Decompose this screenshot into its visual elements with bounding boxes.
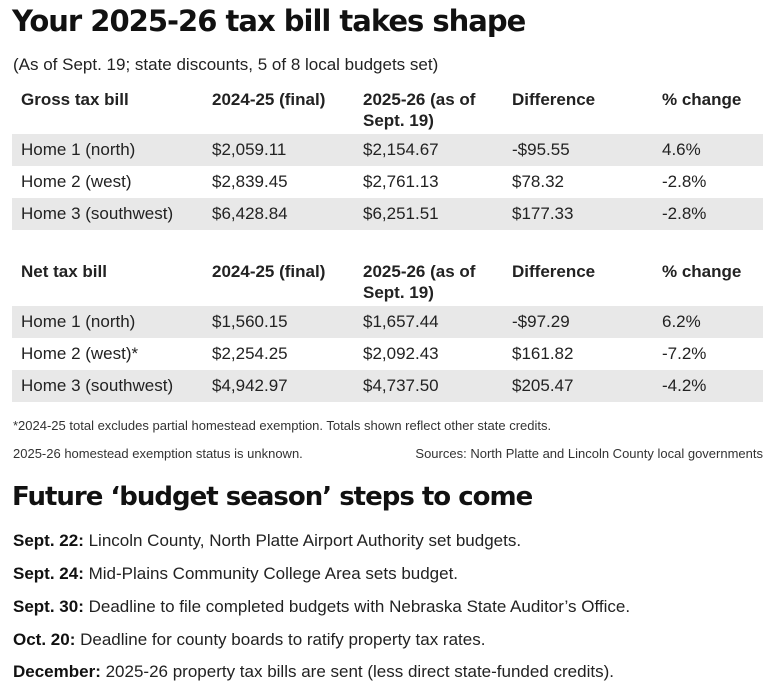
- table-cell: $1,560.15: [212, 312, 288, 331]
- table-cell: $4,737.50: [363, 376, 439, 395]
- table-row: Home 1 (north) $1,560.15 $1,657.44 -$97.…: [12, 306, 763, 338]
- table-cell: Home 1 (north): [21, 312, 136, 331]
- table-row: Home 1 (north) $2,059.11 $2,154.67 -$95.…: [12, 134, 763, 166]
- step-date: December:: [13, 662, 101, 681]
- net-table-header: Net tax bill 2024-25 (final) 2025-26 (as…: [12, 256, 763, 306]
- gross-table-header: Gross tax bill 2024-25 (final) 2025-26 (…: [12, 84, 763, 134]
- step-item: Sept. 22: Lincoln County, North Platte A…: [13, 531, 521, 551]
- footnote-homestead: *2024-25 total excludes partial homestea…: [13, 418, 552, 433]
- page-title: Your 2025-26 tax bill takes shape: [12, 4, 526, 38]
- table-cell: Home 3 (southwest): [21, 204, 174, 223]
- sources-credit: Sources: North Platte and Lincoln County…: [415, 446, 763, 461]
- step-date: Sept. 24:: [13, 564, 84, 583]
- table-cell: Home 1 (north): [21, 140, 136, 159]
- steps-heading: Future ‘budget season’ steps to come: [12, 482, 533, 512]
- table-cell: $2,761.13: [363, 172, 439, 191]
- column-header: 2025-26 (as of Sept. 19): [363, 90, 476, 130]
- table-row: Home 2 (west)* $2,254.25 $2,092.43 $161.…: [12, 338, 763, 370]
- table-cell: $161.82: [512, 344, 574, 363]
- step-item: Oct. 20: Deadline for county boards to r…: [13, 630, 485, 650]
- step-item: Sept. 24: Mid-Plains Community College A…: [13, 564, 458, 584]
- step-item: December: 2025-26 property tax bills are…: [13, 662, 614, 682]
- table-cell: -4.2%: [662, 376, 707, 395]
- table-cell: $177.33: [512, 204, 574, 223]
- column-header: 2024-25 (final): [212, 90, 326, 109]
- step-date: Oct. 20:: [13, 630, 76, 649]
- table-cell: $2,154.67: [363, 140, 439, 159]
- column-header: Gross tax bill: [21, 90, 129, 109]
- table-cell: Home 2 (west): [21, 172, 132, 191]
- table-cell: -7.2%: [662, 344, 707, 363]
- table-cell: -$97.29: [512, 312, 570, 331]
- table-cell: $2,839.45: [212, 172, 288, 191]
- column-header: Difference: [512, 90, 596, 109]
- step-text: Mid-Plains Community College Area sets b…: [83, 564, 459, 583]
- table-cell: 6.2%: [662, 312, 701, 331]
- column-header: 2024-25 (final): [212, 262, 326, 281]
- table-cell: -2.8%: [662, 172, 707, 191]
- step-text: Deadline for county boards to ratify pro…: [75, 630, 486, 649]
- step-text: Deadline to file completed budgets with …: [83, 597, 631, 616]
- table-row: Home 3 (southwest) $4,942.97 $4,737.50 $…: [12, 370, 763, 402]
- table-cell: $78.32: [512, 172, 564, 191]
- footnote-status: 2025-26 homestead exemption status is un…: [13, 446, 303, 461]
- gross-tax-table: Gross tax bill 2024-25 (final) 2025-26 (…: [12, 84, 763, 230]
- table-cell: Home 2 (west)*: [21, 344, 139, 363]
- table-cell: $1,657.44: [363, 312, 439, 331]
- table-cell: $2,059.11: [212, 140, 287, 159]
- column-header: Net tax bill: [21, 262, 107, 281]
- table-cell: $2,092.43: [363, 344, 439, 363]
- table-cell: $2,254.25: [212, 344, 288, 363]
- table-cell: $205.47: [512, 376, 574, 395]
- step-date: Sept. 30:: [13, 597, 84, 616]
- step-text: Lincoln County, North Platte Airport Aut…: [83, 531, 522, 550]
- table-cell: $6,428.84: [212, 204, 288, 223]
- column-header: 2025-26 (as of Sept. 19): [363, 262, 476, 302]
- table-cell: -$95.55: [512, 140, 570, 159]
- table-cell: $6,251.51: [363, 204, 439, 223]
- column-header: % change: [662, 262, 742, 281]
- page-subtitle: (As of Sept. 19; state discounts, 5 of 8…: [13, 55, 439, 74]
- net-tax-table: Net tax bill 2024-25 (final) 2025-26 (as…: [12, 256, 763, 402]
- step-text: 2025-26 property tax bills are sent (les…: [100, 662, 614, 681]
- table-row: Home 3 (southwest) $6,428.84 $6,251.51 $…: [12, 198, 763, 230]
- table-cell: -2.8%: [662, 204, 707, 223]
- table-cell: $4,942.97: [212, 376, 288, 395]
- column-header: % change: [662, 90, 742, 109]
- step-date: Sept. 22:: [13, 531, 84, 550]
- table-cell: Home 3 (southwest): [21, 376, 174, 395]
- column-header: Difference: [512, 262, 596, 281]
- table-cell: 4.6%: [662, 140, 701, 159]
- table-row: Home 2 (west) $2,839.45 $2,761.13 $78.32…: [12, 166, 763, 198]
- step-item: Sept. 30: Deadline to file completed bud…: [13, 597, 630, 617]
